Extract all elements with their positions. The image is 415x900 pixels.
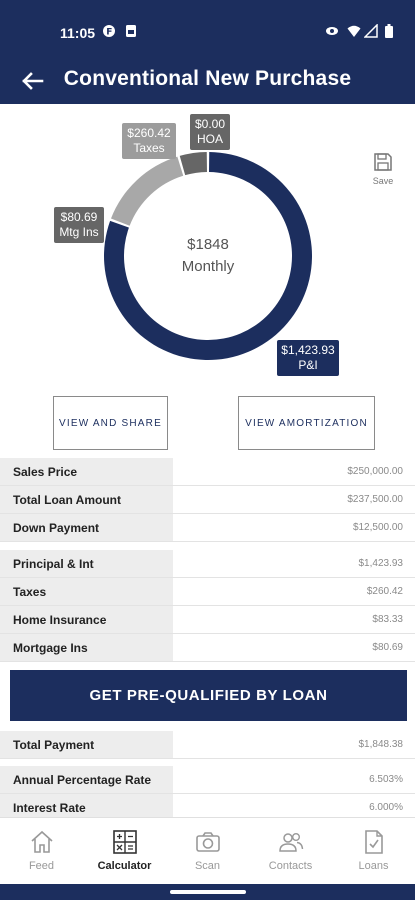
- hoa-callout-name: HOA: [196, 132, 223, 146]
- table-row: Principal & Int $1,423.93: [0, 550, 415, 578]
- table-row: Total Payment $1,848.38: [0, 731, 415, 759]
- mtg-ins-callout-name: Mtg Ins: [59, 225, 99, 239]
- floppy-disk-icon: [374, 153, 392, 171]
- row-label: Sales Price: [0, 458, 173, 485]
- loan-summary-table: Sales Price $250,000.00 Total Loan Amount…: [0, 458, 415, 542]
- row-value: $80.69: [372, 642, 403, 653]
- pi-callout: $1,423.93 P&I: [277, 340, 339, 376]
- save-label: Save: [372, 176, 394, 186]
- row-value: 6.503%: [369, 774, 403, 785]
- home-gesture-pill[interactable]: [170, 890, 246, 894]
- app-bar: Conventional New Purchase: [0, 62, 415, 104]
- total-payment-table: Total Payment $1,848.38: [0, 731, 415, 759]
- save-button[interactable]: Save: [366, 152, 400, 186]
- donut-slice-mtg-ins: [179, 152, 207, 176]
- notification-icon: F: [103, 25, 115, 38]
- row-label: Mortgage Ins: [0, 634, 173, 661]
- tab-label: Loans: [358, 860, 389, 872]
- camera-icon: [195, 832, 220, 852]
- row-value: $250,000.00: [347, 466, 403, 477]
- eye-icon: [326, 27, 338, 35]
- monthly-label: Monthly: [181, 258, 235, 275]
- status-time: 11:05: [60, 25, 96, 41]
- table-row: Mortgage Ins $80.69: [0, 634, 415, 662]
- row-label: Home Insurance: [0, 606, 173, 633]
- row-value: $1,423.93: [358, 558, 404, 569]
- row-label: Principal & Int: [0, 550, 173, 577]
- view-and-share-button[interactable]: VIEW AND SHARE: [53, 396, 168, 450]
- payment-breakdown-table: Principal & Int $1,423.93 Taxes $260.42 Ho…: [0, 550, 415, 662]
- signal-icon: [364, 24, 378, 38]
- sim-icon: [126, 25, 136, 37]
- row-label: Interest Rate: [0, 794, 173, 821]
- page-title: Conventional New Purchase: [63, 67, 352, 90]
- row-value: $83.33: [372, 614, 403, 625]
- donut-slice-taxes: [110, 156, 184, 226]
- row-value: $1,848.38: [358, 739, 404, 750]
- row-value: 6.000%: [369, 802, 403, 813]
- tab-label: Scan: [194, 860, 221, 872]
- bottom-tab-bar: Feed Calculator Scan Contacts Loans: [0, 817, 415, 884]
- rates-table: Annual Percentage Rate 6.503% Interest Ra…: [0, 766, 415, 822]
- document-icon: [364, 830, 383, 854]
- row-value: $260.42: [366, 586, 403, 597]
- tab-loans[interactable]: Loans: [332, 818, 415, 884]
- tab-scan[interactable]: Scan: [166, 818, 249, 884]
- row-label: Down Payment: [0, 514, 173, 541]
- svg-text:F: F: [106, 28, 112, 38]
- monthly-total: $1848: [187, 236, 229, 253]
- hoa-callout: $0.00 HOA: [190, 114, 230, 150]
- taxes-callout-name: Taxes: [133, 141, 165, 155]
- table-row: Total Loan Amount $237,500.00: [0, 486, 415, 514]
- row-value: $237,500.00: [347, 494, 403, 505]
- back-arrow-icon[interactable]: [18, 66, 48, 96]
- row-label: Annual Percentage Rate: [0, 766, 173, 793]
- status-bar: 11:05 F: [0, 0, 415, 62]
- wifi-icon: [347, 25, 361, 37]
- taxes-callout-amount: $260.42: [127, 126, 171, 140]
- contacts-icon: [278, 833, 303, 852]
- row-label: Total Payment: [0, 731, 173, 758]
- table-row: Taxes $260.42: [0, 578, 415, 606]
- row-label: Total Loan Amount: [0, 486, 173, 513]
- mtg-ins-callout-amount: $80.69: [60, 210, 98, 224]
- table-row: Down Payment $12,500.00: [0, 514, 415, 542]
- pi-callout-name: P&I: [298, 358, 318, 372]
- row-value: $12,500.00: [352, 522, 403, 533]
- calculator-icon: [112, 830, 137, 854]
- payment-donut-chart: [103, 152, 312, 361]
- donut-center: $1848 Monthly: [133, 234, 283, 278]
- home-icon: [30, 830, 53, 853]
- table-row: Annual Percentage Rate 6.503%: [0, 766, 415, 794]
- tab-contacts[interactable]: Contacts: [249, 818, 332, 884]
- tab-label: Calculator: [97, 860, 152, 872]
- tab-label: Feed: [28, 860, 55, 872]
- tab-calculator[interactable]: Calculator: [83, 818, 166, 884]
- row-label: Taxes: [0, 578, 173, 605]
- view-amortization-button[interactable]: VIEW AMORTIZATION: [238, 396, 375, 450]
- taxes-callout: $260.42 Taxes: [122, 123, 176, 159]
- table-row: Home Insurance $83.33: [0, 606, 415, 634]
- system-navigation-bar: [0, 884, 415, 900]
- table-row: Sales Price $250,000.00: [0, 458, 415, 486]
- hoa-callout-amount: $0.00: [194, 117, 226, 131]
- pi-callout-amount: $1,423.93: [281, 343, 335, 357]
- battery-icon: [385, 24, 393, 38]
- mtg-ins-callout: $80.69 Mtg Ins: [54, 207, 104, 243]
- tab-feed[interactable]: Feed: [0, 818, 83, 884]
- get-pre-qualified-button[interactable]: GET PRE-QUALIFIED BY LOAN: [10, 670, 407, 721]
- tab-label: Contacts: [268, 860, 313, 872]
